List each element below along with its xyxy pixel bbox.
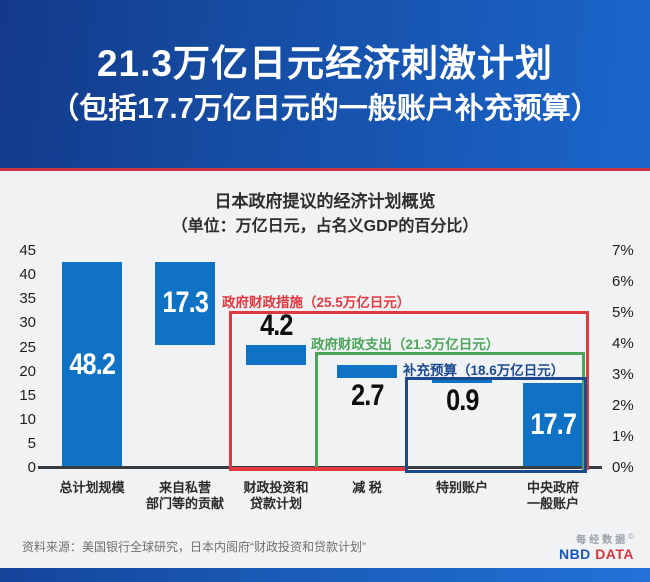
trademark-icon: ©	[628, 532, 634, 541]
y-axis-left-tick: 40	[19, 266, 36, 284]
y-axis-left-tick: 15	[19, 386, 36, 404]
bar-value-label: 4.2	[259, 309, 293, 343]
bar-特别账户	[432, 378, 492, 383]
y-axis-left-tick: 25	[19, 338, 36, 356]
y-axis-left-tick: 45	[19, 242, 36, 260]
y-axis-right-tick: 4%	[612, 335, 634, 352]
nbd-logo: 每经数据© NBD DATA	[559, 530, 634, 561]
y-axis-right-tick: 5%	[612, 304, 634, 321]
y-axis-right-tick: 6%	[612, 273, 634, 290]
y-axis-right-tick: 3%	[612, 366, 634, 383]
bar-value-label: 48.2	[69, 347, 116, 381]
annotation-label: 补充预算（18.6万亿日元）	[403, 363, 565, 378]
bar-来自私营部门等的贡献	[155, 261, 215, 346]
y-axis-left-tick: 0	[27, 459, 36, 476]
bar-中央政府一般账户	[523, 382, 583, 468]
logo-nbd-text: NBD	[558, 546, 591, 562]
x-axis-category: 总计划规模	[59, 480, 125, 495]
x-axis-category: 中央政府 一般账户	[526, 480, 579, 511]
bar-总计划规模	[62, 261, 122, 468]
y-axis-right-tick: 1%	[612, 428, 634, 445]
annotation-box	[405, 377, 587, 473]
bar-value-label: 0.9	[445, 383, 479, 417]
main-subtitle: （包括17.7万亿日元的一般账户补充预算）	[50, 92, 600, 125]
annotation-box	[229, 311, 589, 470]
bar-value-label: 17.7	[530, 408, 577, 442]
logo-data-text: DATA	[595, 546, 634, 562]
chart-subtitle: （单位：万亿日元，占名义GDP的百分比）	[171, 218, 479, 235]
bar-value-label: 2.7	[350, 379, 384, 413]
y-axis-left-tick: 30	[19, 314, 36, 332]
main-title: 21.3万亿日元经济刺激计划	[96, 42, 553, 84]
bar-value-label: 17.3	[162, 286, 209, 320]
red-divider	[0, 168, 650, 171]
y-axis-left-tick: 20	[19, 362, 36, 380]
x-axis-category: 减 税	[352, 480, 382, 495]
bar-减 税	[337, 365, 397, 379]
y-axis-right-tick: 0%	[612, 459, 634, 476]
chart-title: 日本政府提议的经济计划概览	[214, 192, 436, 211]
annotation-label: 政府财政措施（25.5万亿日元）	[222, 295, 411, 310]
x-axis-category: 来自私营 部门等的贡献	[145, 480, 224, 511]
y-axis-left-tick: 35	[19, 290, 36, 308]
header-banner: 21.3万亿日元经济刺激计划 （包括17.7万亿日元的一般账户补充预算）	[0, 0, 650, 168]
bar-财政投资和贷款计划	[246, 345, 306, 366]
x-axis-category: 财政投资和 贷款计划	[243, 480, 309, 511]
annotation-bottom-edge	[229, 467, 407, 471]
annotation-label: 政府财政支出（21.3万亿日元）	[311, 337, 500, 352]
y-axis-left-tick: 5	[27, 434, 36, 452]
bottom-accent-bar	[0, 568, 650, 582]
logo-chinese-text: 每经数据	[576, 535, 629, 546]
y-axis-left-tick: 10	[19, 410, 36, 428]
source-note: 资料来源：美国银行全球研究，日本内阁府“财政投资和贷款计划”	[22, 540, 366, 554]
y-axis-right-tick: 2%	[612, 397, 634, 414]
annotation-box	[315, 352, 585, 470]
y-axis-right-tick: 7%	[612, 242, 634, 259]
x-axis-category: 特别账户	[435, 480, 488, 495]
